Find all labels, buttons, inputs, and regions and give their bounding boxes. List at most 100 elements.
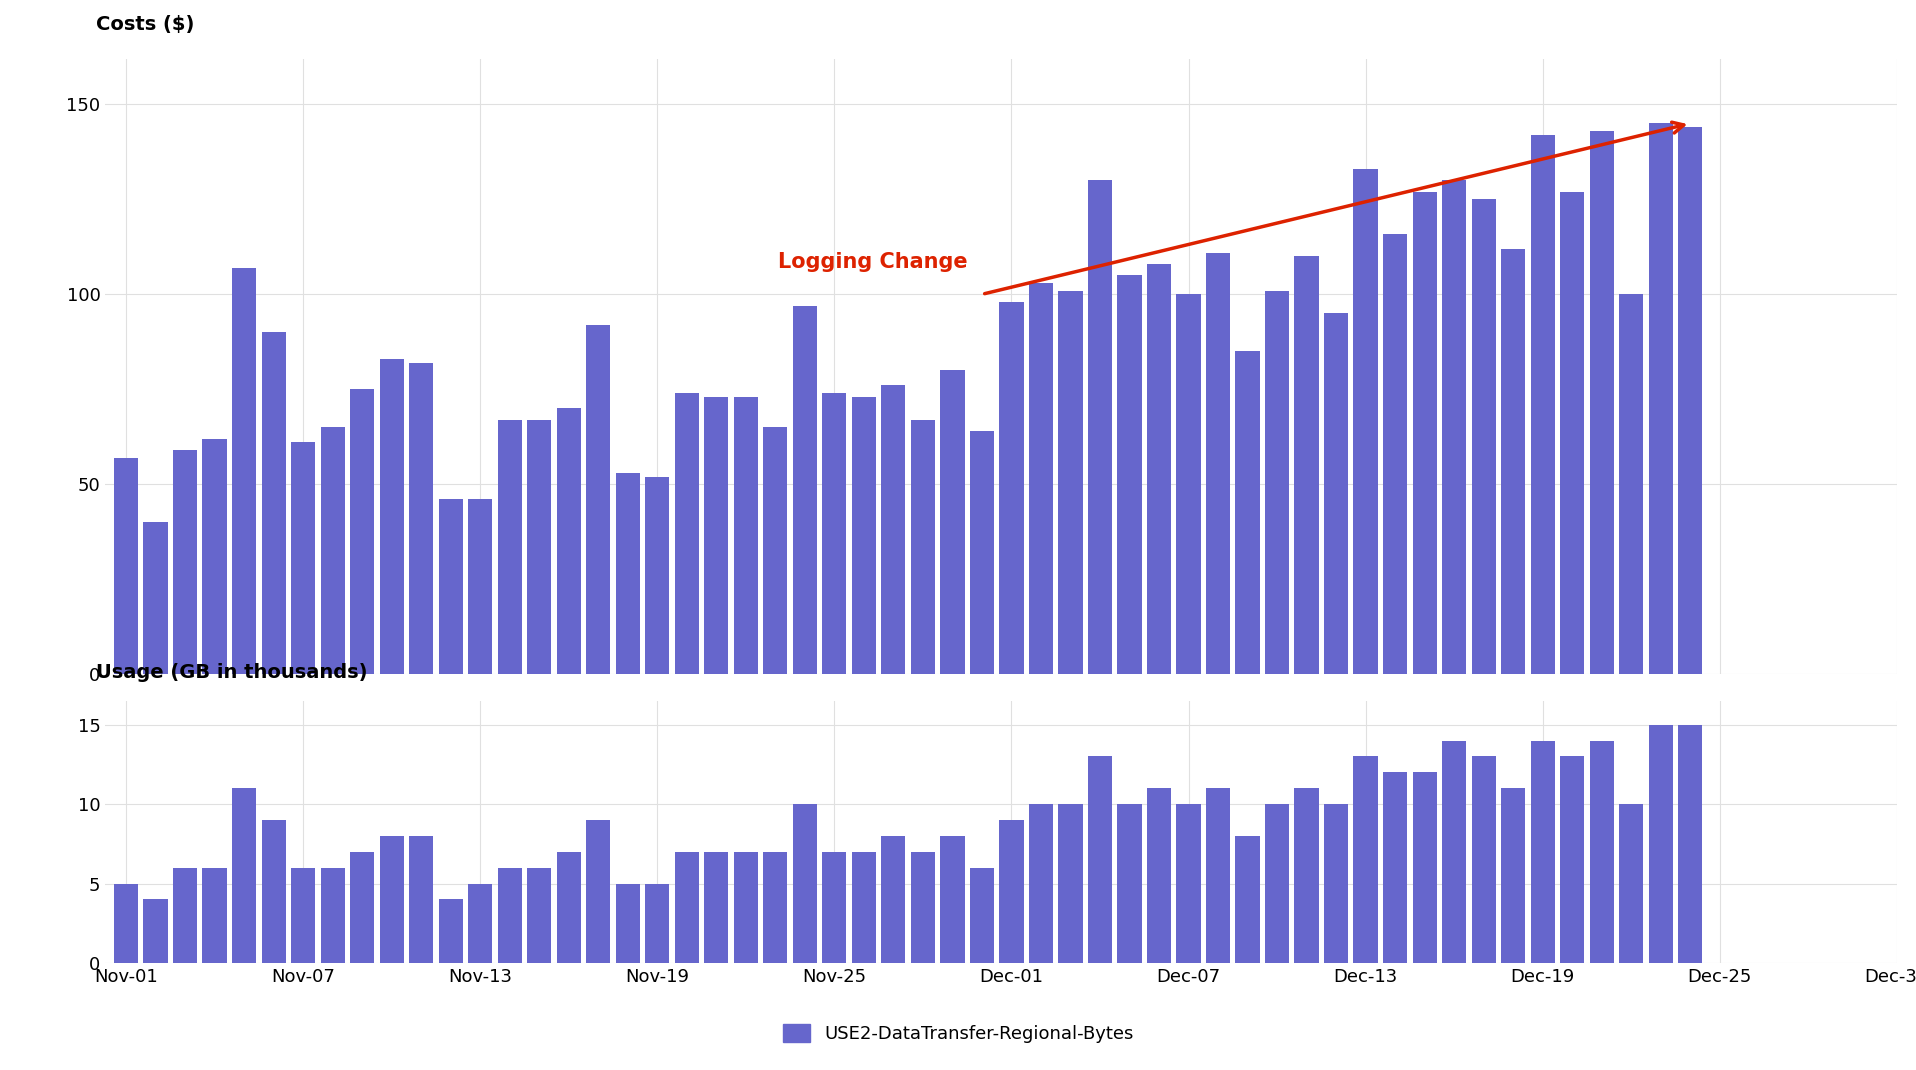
Bar	[941, 836, 964, 963]
Bar	[646, 476, 669, 674]
Bar	[1324, 314, 1349, 674]
Bar	[261, 333, 285, 674]
Bar	[203, 868, 226, 963]
Bar	[646, 884, 669, 963]
Bar	[172, 450, 197, 674]
Bar	[881, 836, 906, 963]
Bar	[793, 805, 816, 963]
Bar	[1500, 789, 1525, 963]
Bar	[1678, 127, 1701, 674]
Bar	[320, 868, 345, 963]
Bar	[1500, 248, 1525, 674]
Bar	[1058, 805, 1083, 963]
Bar	[705, 852, 728, 963]
Bar	[1590, 740, 1613, 963]
Legend: USE2-DataTransfer-Regional-Bytes: USE2-DataTransfer-Regional-Bytes	[776, 1016, 1140, 1051]
Bar	[113, 884, 138, 963]
Bar	[1560, 756, 1585, 963]
Bar	[203, 439, 226, 674]
Bar	[853, 397, 876, 674]
Bar	[1590, 131, 1613, 674]
Bar	[1560, 192, 1585, 674]
Bar	[1471, 199, 1496, 674]
Bar	[1324, 805, 1349, 963]
Bar	[1148, 789, 1171, 963]
Bar	[853, 852, 876, 963]
Bar	[615, 884, 640, 963]
Bar	[1531, 740, 1554, 963]
Bar	[498, 419, 521, 674]
Bar	[1000, 302, 1023, 674]
Bar	[1205, 253, 1230, 674]
Bar	[320, 427, 345, 674]
Bar	[498, 868, 521, 963]
Text: Logging Change: Logging Change	[778, 251, 968, 272]
Bar	[1236, 836, 1259, 963]
Bar	[763, 427, 787, 674]
Bar	[1471, 756, 1496, 963]
Bar	[527, 419, 552, 674]
Bar	[1412, 192, 1437, 674]
Bar	[410, 363, 433, 674]
Bar	[674, 393, 699, 674]
Bar	[558, 852, 581, 963]
Bar	[144, 900, 169, 963]
Bar	[1353, 756, 1378, 963]
Bar	[261, 820, 285, 963]
Bar	[379, 836, 404, 963]
Bar	[1000, 820, 1023, 963]
Bar	[351, 852, 374, 963]
Bar	[1295, 789, 1318, 963]
Bar	[586, 820, 611, 963]
Bar	[439, 900, 464, 963]
Bar	[232, 789, 257, 963]
Bar	[1236, 351, 1259, 674]
Bar	[822, 393, 847, 674]
Bar	[468, 500, 492, 674]
Bar	[1648, 724, 1673, 963]
Bar	[969, 868, 994, 963]
Bar	[941, 370, 964, 674]
Bar	[1205, 789, 1230, 963]
Bar	[1443, 740, 1466, 963]
Bar	[144, 522, 169, 674]
Bar	[1619, 805, 1644, 963]
Bar	[734, 852, 759, 963]
Bar	[705, 397, 728, 674]
Bar	[1088, 181, 1111, 674]
Bar	[351, 389, 374, 674]
Bar	[172, 868, 197, 963]
Bar	[1353, 169, 1378, 674]
Bar	[232, 268, 257, 674]
Bar	[1117, 805, 1142, 963]
Bar	[734, 397, 759, 674]
Bar	[1148, 264, 1171, 674]
Bar	[291, 442, 316, 674]
Bar	[558, 409, 581, 674]
Bar	[1383, 233, 1406, 674]
Bar	[586, 324, 611, 674]
Bar	[910, 419, 935, 674]
Bar	[1029, 805, 1054, 963]
Bar	[881, 385, 906, 674]
Bar	[1678, 724, 1701, 963]
Text: Usage (GB in thousands): Usage (GB in thousands)	[96, 663, 368, 683]
Bar	[910, 852, 935, 963]
Bar	[1619, 294, 1644, 674]
Text: Costs ($): Costs ($)	[96, 15, 195, 34]
Bar	[1531, 135, 1554, 674]
Bar	[822, 852, 847, 963]
Bar	[291, 868, 316, 963]
Bar	[1265, 805, 1289, 963]
Bar	[1117, 275, 1142, 674]
Bar	[379, 358, 404, 674]
Bar	[1088, 756, 1111, 963]
Bar	[763, 852, 787, 963]
Bar	[674, 852, 699, 963]
Bar	[1058, 291, 1083, 674]
Bar	[1176, 805, 1201, 963]
Bar	[527, 868, 552, 963]
Bar	[1412, 773, 1437, 963]
Bar	[1029, 282, 1054, 674]
Bar	[969, 431, 994, 674]
